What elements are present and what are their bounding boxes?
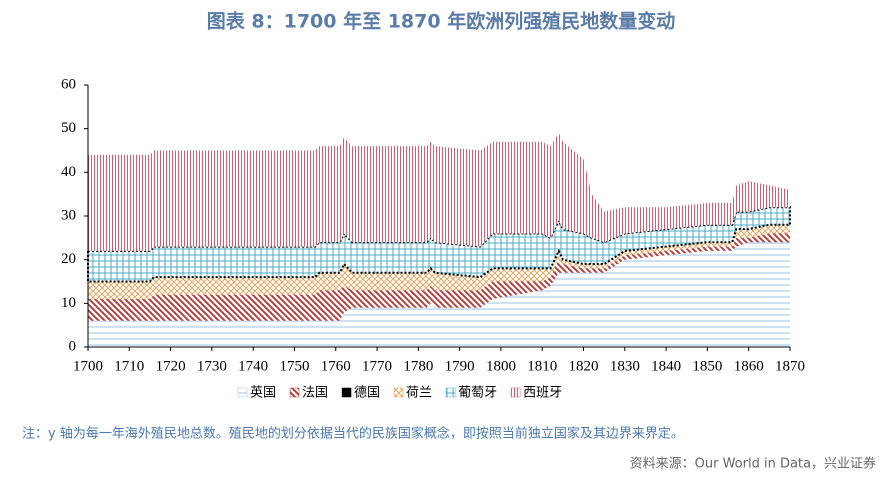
legend-label: 法国 — [302, 386, 328, 401]
x-tick-label: 1780 — [403, 358, 433, 374]
area — [88, 133, 790, 251]
x-tick-label: 1740 — [238, 358, 268, 374]
area — [88, 224, 790, 299]
legend-label: 西班牙 — [523, 386, 562, 401]
legend-item: 法国 — [289, 386, 328, 401]
legend-item: 英国 — [237, 386, 276, 401]
x-tick-label: 1760 — [321, 358, 351, 374]
legend-swatch — [237, 387, 248, 398]
x-tick-label: 1820 — [569, 358, 599, 374]
y-tick-label: 20 — [61, 251, 76, 267]
y-tick-label: 50 — [61, 120, 76, 136]
x-tick-label: 1750 — [279, 358, 309, 374]
x-tick-label: 1720 — [156, 358, 186, 374]
legend-swatch — [393, 387, 404, 398]
y-tick-label: 60 — [61, 76, 76, 92]
legend-item: 葡萄牙 — [445, 386, 497, 401]
legend-item: 西班牙 — [510, 386, 562, 401]
x-tick-label: 1800 — [486, 358, 516, 374]
area — [87, 206, 791, 283]
x-tick-label: 1840 — [651, 358, 681, 374]
y-tick-label: 30 — [61, 207, 76, 223]
legend-item: 德国 — [341, 386, 380, 401]
legend-label: 葡萄牙 — [458, 386, 497, 401]
x-tick-label: 1860 — [734, 358, 764, 374]
legend-swatch — [289, 387, 300, 398]
legend-label: 荷兰 — [406, 386, 432, 401]
y-tick-label: 40 — [61, 164, 76, 180]
legend-swatch — [341, 387, 352, 398]
x-tick-label: 1850 — [692, 358, 722, 374]
legend-swatch — [510, 387, 521, 398]
legend-swatch — [445, 387, 456, 398]
x-tick-label: 1730 — [197, 358, 227, 374]
chart-title: 图表 8：1700 年至 1870 年欧洲列强殖民地数量变动 — [207, 10, 675, 33]
x-tick-label: 1710 — [114, 358, 144, 374]
x-tick-label: 1830 — [610, 358, 640, 374]
area — [88, 233, 790, 321]
source: 资料来源：Our World in Data，兴业证券 — [630, 456, 876, 472]
legend-item: 荷兰 — [393, 386, 432, 401]
x-tick-label: 1700 — [73, 358, 103, 374]
y-tick-label: 10 — [61, 295, 76, 311]
x-tick-label: 1870 — [775, 358, 805, 374]
note: 注：y 轴为每一年海外殖民地总数。殖民地的划分依据当代的民族国家概念，即按照当前… — [22, 426, 684, 442]
x-tick-label: 1790 — [445, 358, 475, 374]
y-tick-label: 0 — [69, 338, 77, 354]
x-tick-label: 1810 — [527, 358, 557, 374]
legend-label: 德国 — [354, 386, 380, 401]
legend-label: 英国 — [250, 386, 276, 401]
x-tick-label: 1770 — [362, 358, 392, 374]
